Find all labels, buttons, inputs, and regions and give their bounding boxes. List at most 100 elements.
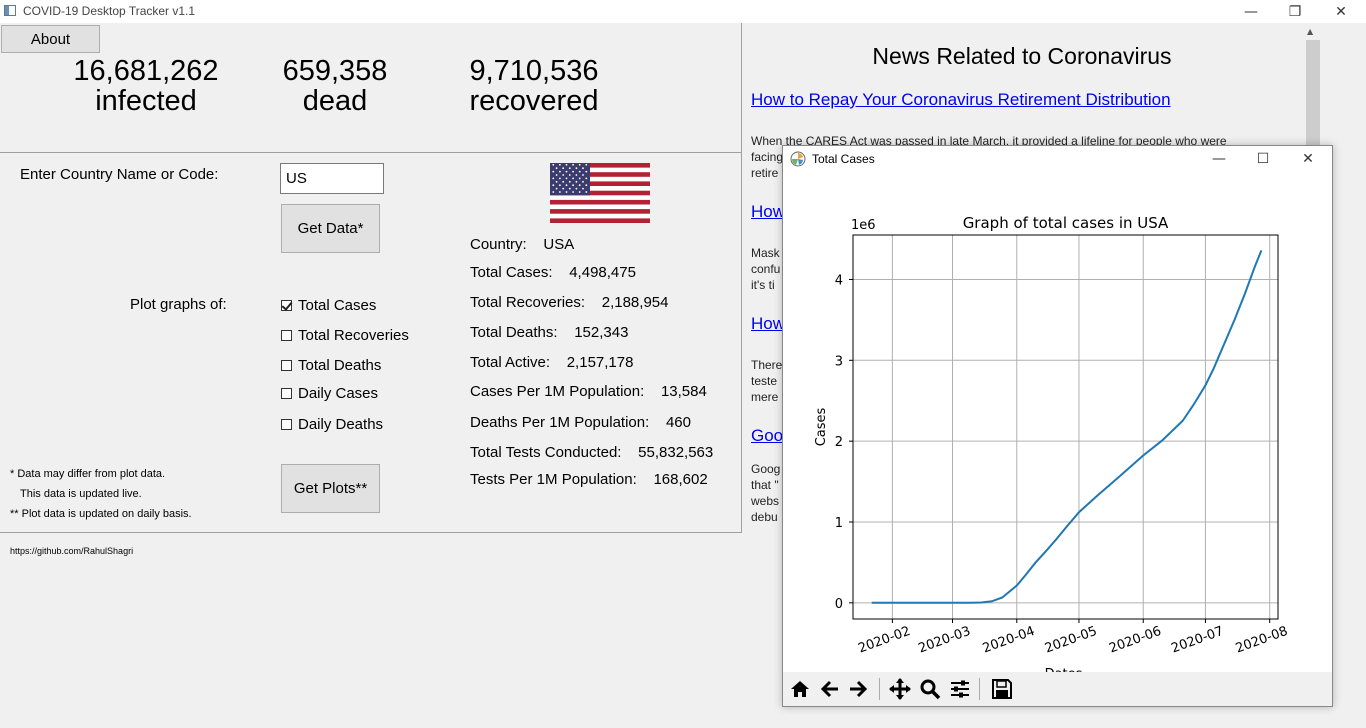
stat-label: Country: <box>470 236 527 253</box>
checkbox-icon[interactable] <box>281 330 292 341</box>
checkbox-label: Daily Cases <box>298 385 379 402</box>
us-flag-icon <box>550 163 650 223</box>
stat-cases-per-million: Cases Per 1M Population: 13,584 <box>470 383 707 400</box>
global-recovered-value: 9,710,536 <box>469 55 599 87</box>
pan-icon[interactable] <box>887 676 913 702</box>
checkbox-daily-cases[interactable]: Daily Cases <box>281 385 378 402</box>
news-text-line: mere <box>751 390 779 404</box>
news-text-line: debu <box>751 510 778 524</box>
news-heading: News Related to Coronavirus <box>872 43 1172 69</box>
news-link[interactable]: How to Repay Your Coronavirus Retirement… <box>751 90 1171 109</box>
stat-label: Total Active: <box>470 354 551 371</box>
checkbox-total-deaths[interactable]: Total Deaths <box>281 357 381 374</box>
news-text-line: When the CARES Act was passed in late Ma… <box>751 134 1227 148</box>
divider <box>0 152 741 153</box>
x-axis-label: Dates <box>1045 667 1083 672</box>
checkbox-icon[interactable] <box>281 388 292 399</box>
stat-value: 168,602 <box>653 471 708 488</box>
news-text-line: facing <box>751 150 784 164</box>
news-text-line: teste <box>751 374 778 388</box>
back-arrow-icon[interactable] <box>817 676 843 702</box>
stat-label: Cases Per 1M Population: <box>470 383 645 400</box>
matplotlib-icon <box>790 151 806 167</box>
stat-value: 55,832,563 <box>638 444 714 461</box>
stat-value: USA <box>543 236 575 253</box>
stat-value: 4,498,475 <box>569 264 636 281</box>
stat-total-cases: Total Cases: 4,498,475 <box>470 264 636 281</box>
news-link[interactable]: How <box>751 202 786 221</box>
close-button[interactable]: ✕ <box>1335 3 1347 20</box>
global-recovered-label: recovered <box>469 85 599 117</box>
stat-value: 460 <box>665 414 691 431</box>
title-bar: COVID-19 Desktop Tracker v1.1 — ❐ ✕ <box>0 0 1366 23</box>
news-text-line: Goog <box>751 462 781 476</box>
get-data-button[interactable]: Get Data* <box>281 204 380 253</box>
plot-maximize-button[interactable]: ☐ <box>1256 150 1270 167</box>
global-dead-label: dead <box>302 85 368 117</box>
global-recovered: 9,710,536 recovered <box>424 56 644 116</box>
forward-arrow-icon[interactable] <box>845 676 871 702</box>
window-title: COVID-19 Desktop Tracker v1.1 <box>23 4 196 18</box>
checkbox-label: Total Cases <box>298 297 377 314</box>
stat-total-recoveries: Total Recoveries: 2,188,954 <box>470 294 668 311</box>
checkbox-icon[interactable] <box>281 419 292 430</box>
stat-total-tests: Total Tests Conducted: 55,832,563 <box>470 444 713 461</box>
app-icon <box>4 5 16 16</box>
stat-label: Total Recoveries: <box>470 294 586 311</box>
news-link[interactable]: How <box>751 314 786 333</box>
plot-toolbar <box>783 672 1332 706</box>
news-text-line: it's ti <box>751 278 775 292</box>
country-input[interactable]: US <box>280 163 384 194</box>
plot-minimize-button[interactable]: — <box>1212 150 1226 167</box>
news-text-line: webs <box>751 494 780 508</box>
minimize-button[interactable]: — <box>1244 3 1258 20</box>
zoom-icon[interactable] <box>917 676 943 702</box>
cases-chart: 2020-02 2020-03 2020-04 2020-05 2020-06 2020-… <box>814 214 1290 672</box>
stat-value: 13,584 <box>660 383 707 400</box>
checkbox-total-recoveries[interactable]: Total Recoveries <box>281 327 409 344</box>
news-text-line: retire <box>751 166 779 180</box>
home-icon[interactable] <box>787 676 813 702</box>
x-tick-label: 2020-02 <box>856 624 912 657</box>
news-summary: Mask confu it's ti <box>751 245 780 293</box>
get-plots-button[interactable]: Get Plots** <box>281 464 380 513</box>
note-1: * Data may differ from plot data. <box>10 468 166 480</box>
plot-window: Total Cases — ☐ ✕ 2020-02 2020-03 2020-04 2… <box>782 145 1333 707</box>
stat-total-deaths: Total Deaths: 152,343 <box>470 324 628 341</box>
x-tick-label: 2020-03 <box>916 624 972 657</box>
checkbox-checked-icon[interactable] <box>281 300 292 311</box>
github-link[interactable]: https://github.com/RahulShagri <box>10 546 134 556</box>
global-infected: 16,681,262 infected <box>36 56 256 116</box>
about-button[interactable]: About <box>1 25 100 53</box>
news-text-line: Mask <box>751 246 780 260</box>
stat-label: Tests Per 1M Population: <box>470 471 637 488</box>
global-dead: 659,358 dead <box>225 56 445 116</box>
plot-frame <box>852 234 1279 620</box>
checkbox-label: Daily Deaths <box>298 416 384 433</box>
news-text-line: confu <box>751 262 781 276</box>
configure-subplots-icon[interactable] <box>947 676 973 702</box>
news-text-line: There <box>751 358 783 372</box>
scroll-up-icon[interactable]: ▲ <box>1307 27 1314 36</box>
x-tick-label: 2020-08 <box>1234 624 1290 657</box>
restore-button[interactable]: ❐ <box>1288 3 1302 20</box>
checkbox-icon[interactable] <box>281 360 292 371</box>
plot-close-button[interactable]: ✕ <box>1302 150 1314 167</box>
country-prompt: Enter Country Name or Code: <box>20 166 219 183</box>
series-line <box>871 250 1263 604</box>
stat-tests-per-million: Tests Per 1M Population: 168,602 <box>470 471 708 488</box>
stat-value: 152,343 <box>574 324 629 341</box>
stat-value: 2,157,178 <box>566 354 634 371</box>
stat-deaths-per-million: Deaths Per 1M Population: 460 <box>470 414 691 431</box>
news-summary: There teste mere <box>751 357 782 405</box>
news-summary: Goog that " webs debu <box>751 461 780 525</box>
checkbox-total-cases[interactable]: Total Cases <box>281 297 376 314</box>
x-tick-label: 2020-05 <box>1043 624 1099 657</box>
news-summary: When the CARES Act was passed in late Ma… <box>751 133 1311 181</box>
stat-total-active: Total Active: 2,157,178 <box>470 354 633 371</box>
news-link[interactable]: Goo <box>751 426 784 445</box>
stat-label: Deaths Per 1M Population: <box>470 414 650 431</box>
save-icon[interactable] <box>989 676 1015 702</box>
checkbox-daily-deaths[interactable]: Daily Deaths <box>281 416 383 433</box>
y-tick-label: 3 <box>835 354 843 369</box>
